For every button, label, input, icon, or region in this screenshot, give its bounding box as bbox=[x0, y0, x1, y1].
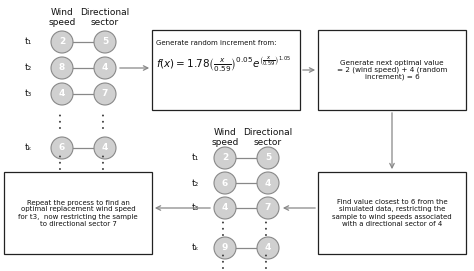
Circle shape bbox=[257, 197, 279, 219]
Text: 7: 7 bbox=[265, 204, 271, 212]
Text: • • •: • • • bbox=[102, 113, 108, 129]
Circle shape bbox=[214, 147, 236, 169]
FancyBboxPatch shape bbox=[318, 172, 466, 254]
Circle shape bbox=[94, 83, 116, 105]
Text: Wind: Wind bbox=[51, 8, 73, 17]
Text: t₂: t₂ bbox=[191, 179, 199, 188]
Circle shape bbox=[214, 237, 236, 259]
Circle shape bbox=[94, 57, 116, 79]
Text: speed: speed bbox=[211, 138, 239, 147]
Text: $f(x) = 1.78\left(\frac{x}{0.59}\right)^{0.05}e^{\left(\frac{x}{0.59}\right)^{1.: $f(x) = 1.78\left(\frac{x}{0.59}\right)^… bbox=[156, 55, 291, 74]
Circle shape bbox=[94, 137, 116, 159]
Text: Wind: Wind bbox=[214, 128, 237, 137]
Circle shape bbox=[51, 137, 73, 159]
Text: tₖ: tₖ bbox=[191, 244, 199, 253]
Text: Find value closest to 6 from the
simulated data, restricting the
sample to wind : Find value closest to 6 from the simulat… bbox=[332, 199, 452, 227]
Circle shape bbox=[257, 172, 279, 194]
Text: Directional: Directional bbox=[243, 128, 292, 137]
Circle shape bbox=[257, 147, 279, 169]
Text: 4: 4 bbox=[102, 144, 108, 153]
Text: Directional: Directional bbox=[81, 8, 129, 17]
Text: 6: 6 bbox=[59, 144, 65, 153]
Text: 5: 5 bbox=[102, 37, 108, 47]
Text: t₃: t₃ bbox=[191, 204, 199, 212]
Text: t₃: t₃ bbox=[24, 89, 32, 98]
Text: • • •: • • • bbox=[265, 220, 271, 236]
FancyBboxPatch shape bbox=[4, 172, 152, 254]
Text: 4: 4 bbox=[59, 89, 65, 98]
Circle shape bbox=[51, 57, 73, 79]
Text: • • •: • • • bbox=[222, 253, 228, 269]
Circle shape bbox=[214, 197, 236, 219]
Text: • • •: • • • bbox=[222, 220, 228, 236]
Circle shape bbox=[51, 31, 73, 53]
Circle shape bbox=[214, 172, 236, 194]
Text: • • •: • • • bbox=[265, 253, 271, 269]
Text: 8: 8 bbox=[59, 63, 65, 73]
Text: 6: 6 bbox=[222, 179, 228, 188]
Text: 4: 4 bbox=[222, 204, 228, 212]
Text: t₁: t₁ bbox=[24, 37, 32, 47]
Text: 7: 7 bbox=[102, 89, 108, 98]
Text: t₂: t₂ bbox=[24, 63, 32, 73]
Text: sector: sector bbox=[254, 138, 282, 147]
Text: • • •: • • • bbox=[59, 113, 65, 129]
Text: • • •: • • • bbox=[59, 154, 65, 170]
Text: 5: 5 bbox=[265, 153, 271, 163]
FancyBboxPatch shape bbox=[152, 30, 300, 110]
Text: speed: speed bbox=[48, 18, 76, 27]
Text: sector: sector bbox=[91, 18, 119, 27]
Text: t₁: t₁ bbox=[191, 153, 199, 163]
Text: Generate next optimal value
= 2 (wind speed) + 4 (random
increment) = 6: Generate next optimal value = 2 (wind sp… bbox=[337, 60, 447, 80]
Text: Generate random increment from:: Generate random increment from: bbox=[156, 40, 276, 46]
Text: 4: 4 bbox=[102, 63, 108, 73]
Text: 2: 2 bbox=[222, 153, 228, 163]
FancyBboxPatch shape bbox=[318, 30, 466, 110]
Text: 4: 4 bbox=[265, 244, 271, 253]
Text: 9: 9 bbox=[222, 244, 228, 253]
Circle shape bbox=[51, 83, 73, 105]
Text: Repeat the process to find an
optimal replacement wind speed
for t3,  now restri: Repeat the process to find an optimal re… bbox=[18, 199, 138, 227]
Text: • • •: • • • bbox=[102, 154, 108, 170]
Circle shape bbox=[257, 237, 279, 259]
Text: 2: 2 bbox=[59, 37, 65, 47]
Text: tₖ: tₖ bbox=[24, 144, 32, 153]
Text: 4: 4 bbox=[265, 179, 271, 188]
Circle shape bbox=[94, 31, 116, 53]
